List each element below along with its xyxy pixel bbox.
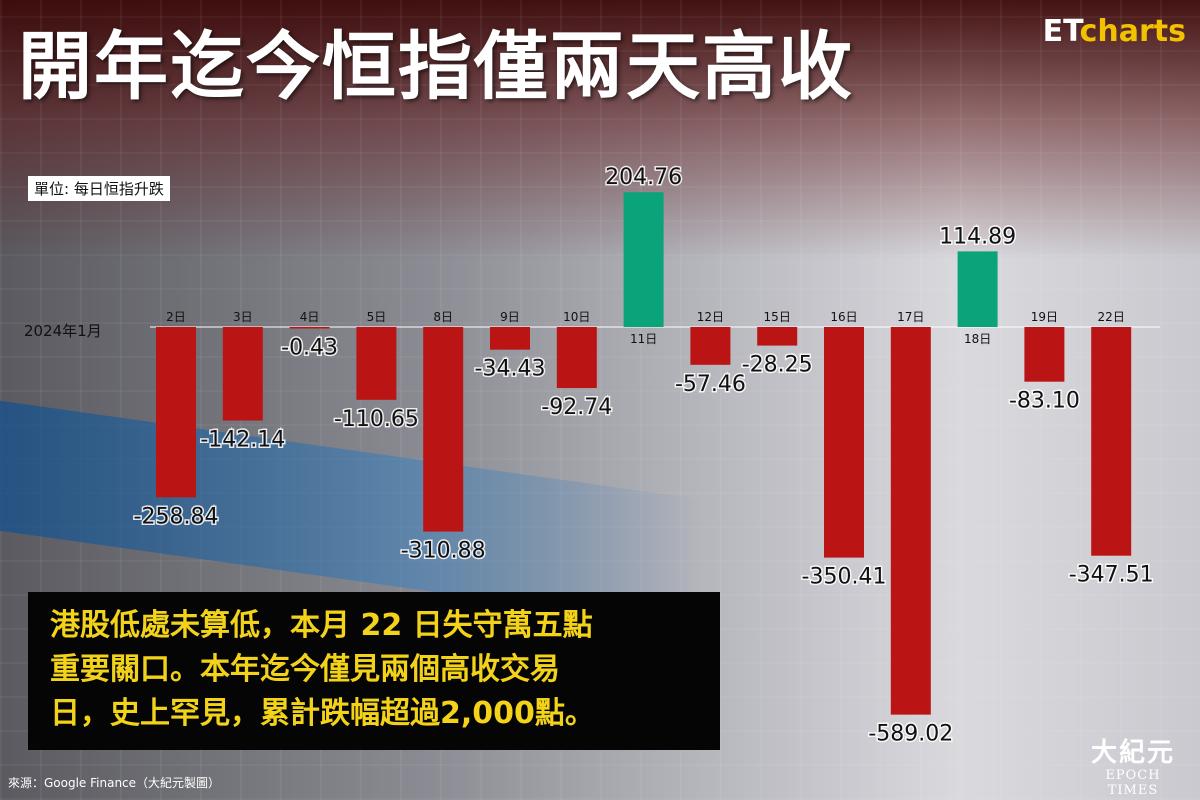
value-label: -28.25 xyxy=(742,353,813,378)
bar-3日 xyxy=(222,327,263,421)
bar-10日 xyxy=(556,327,597,389)
category-label: 9日 xyxy=(500,310,520,324)
bar-4日 xyxy=(289,327,330,329)
value-label: -347.51 xyxy=(1069,563,1154,588)
period-label: 2024年1月 xyxy=(24,322,102,340)
value-label: 114.89 xyxy=(939,224,1016,249)
bar-8日 xyxy=(423,327,464,532)
category-label: 12日 xyxy=(697,310,724,324)
category-label: 16日 xyxy=(830,310,857,324)
bar-12日 xyxy=(690,327,731,365)
brand-prefix: ET xyxy=(1042,14,1080,49)
brand-logo: ETcharts xyxy=(1043,14,1186,49)
value-label: -92.74 xyxy=(541,395,612,420)
commentary-line: 日，史上罕見，累計跌幅超過2,000點。 xyxy=(50,696,595,731)
value-label: -110.65 xyxy=(334,407,419,432)
category-label: 11日 xyxy=(630,332,657,346)
category-label: 5日 xyxy=(367,310,387,324)
value-label: -57.46 xyxy=(675,372,746,397)
bars-group xyxy=(156,192,1132,715)
category-label: 19日 xyxy=(1031,310,1058,324)
category-label: 3日 xyxy=(233,310,253,324)
bar-9日 xyxy=(490,327,530,350)
page-title: 開年迄今恒指僅兩天高收 xyxy=(18,24,854,110)
value-label: -350.41 xyxy=(802,565,887,590)
value-label: -310.88 xyxy=(401,539,486,564)
labels-group: 2日 -258.84 3日 -142.14 4日 -0.43 5日 -110.65 8日 -310… xyxy=(132,164,1155,748)
source-credit: 來源：Google Finance（大紀元製圖） xyxy=(8,776,221,790)
bar-11日 xyxy=(623,192,664,327)
bar-22日 xyxy=(1091,327,1132,556)
value-label: -83.10 xyxy=(1009,389,1080,414)
category-label: 10日 xyxy=(563,310,590,324)
value-label: -142.14 xyxy=(200,428,285,453)
logo-english: EPOCH TIMES xyxy=(1105,768,1161,798)
brand-suffix: charts xyxy=(1079,14,1186,49)
value-label: -34.43 xyxy=(475,357,546,382)
epoch-times-logo: 大紀元 EPOCH TIMES xyxy=(1078,738,1188,798)
commentary-line: 港股低處未算低，本月 22 日失守萬五點 xyxy=(50,608,593,643)
bar-2日 xyxy=(156,327,196,498)
logo-chinese: 大紀元 xyxy=(1090,738,1175,768)
category-label: 4日 xyxy=(300,310,320,324)
category-label: 8日 xyxy=(433,310,453,324)
bar-19日 xyxy=(1024,327,1065,382)
value-label: -258.84 xyxy=(134,504,219,529)
commentary-box: 港股低處未算低，本月 22 日失守萬五點 重要關口。本年迄今僅見兩個高收交易 日… xyxy=(28,592,720,750)
bar-18日 xyxy=(957,251,998,327)
bar-16日 xyxy=(824,327,864,558)
bar-17日 xyxy=(890,327,931,715)
bar-5日 xyxy=(356,327,397,400)
value-label: -0.43 xyxy=(281,336,338,361)
value-label: 204.76 xyxy=(605,165,682,190)
commentary-line: 重要關口。本年迄今僅見兩個高收交易 xyxy=(50,652,560,687)
category-label: 15日 xyxy=(764,310,791,324)
value-label: -589.02 xyxy=(868,722,953,747)
bar-15日 xyxy=(757,327,798,346)
category-label: 17日 xyxy=(897,310,924,324)
category-label: 22日 xyxy=(1098,310,1125,324)
category-label: 2日 xyxy=(166,310,186,324)
unit-label: 單位: 每日恒指升跌 xyxy=(28,176,170,201)
category-label: 18日 xyxy=(964,332,991,346)
